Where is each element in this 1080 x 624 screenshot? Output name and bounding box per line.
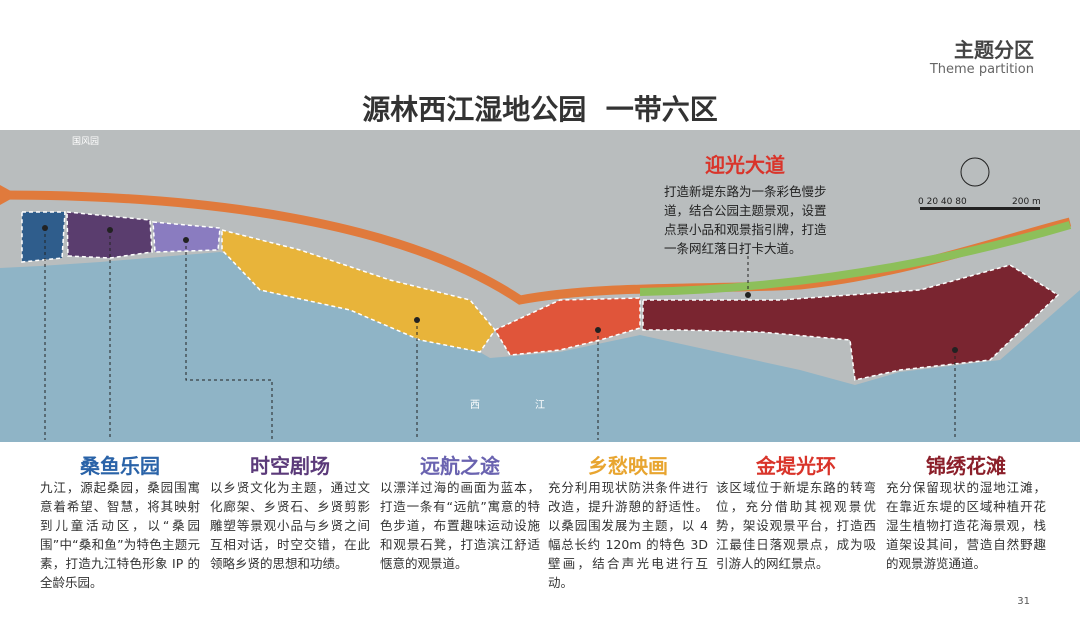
leader-lines bbox=[44, 228, 956, 440]
section-title: 主题分区 bbox=[954, 38, 1034, 62]
zone-description: 充分保留现状的湿地江滩，在靠近东堤的区域种植开花湿生植物打造花海景观，栈道架设其… bbox=[886, 480, 1046, 571]
compass bbox=[960, 157, 990, 187]
zone-description: 九江，源起桑园，桑园围寓意着希望、智慧，将其映射到儿童活动区，以“桑园围”中“桑… bbox=[40, 480, 200, 590]
zone-title: 金堤光环 bbox=[756, 454, 836, 478]
place-label: 国风园 bbox=[72, 136, 99, 147]
zone-title: 桑鱼乐园 bbox=[80, 454, 160, 478]
arrow bbox=[0, 185, 18, 205]
avenue-title: 迎光大道 bbox=[705, 153, 785, 177]
river-label: 西 bbox=[470, 400, 480, 411]
page-number: 31 bbox=[1017, 596, 1030, 607]
scale-end: 200 m bbox=[1012, 197, 1041, 207]
section-subtitle: Theme partition bbox=[929, 62, 1034, 77]
scale-bar bbox=[920, 207, 1040, 210]
zone-description: 该区域位于新堤东路的转弯位，充分借助其视观景优势，架设观景平台，打造西江最佳日落… bbox=[716, 480, 876, 571]
zone-title: 乡愁映画 bbox=[588, 454, 668, 478]
zone-title: 锦绣花滩 bbox=[926, 454, 1006, 478]
map: 国风园 西 江 0 20 40 80 200 m 迎光大道 bbox=[0, 130, 1080, 442]
river-label: 江 bbox=[535, 399, 545, 411]
scale-ticks: 0 20 40 80 bbox=[918, 197, 967, 207]
zone-description: 以乡贤文化为主题，通过文化廊架、乡贤石、乡贤剪影雕塑等景观小品与乡贤之间互相对话… bbox=[210, 480, 370, 571]
avenue-description: 打造新堤东路为一条彩色慢步道，结合公园主题景观，设置点景小品和观景指引牌，打造一… bbox=[664, 184, 827, 256]
zone-description: 以漂洋过海的画面为蓝本，打造一条有“远航”寓意的特色步道，布置趣味运动设施和观景… bbox=[380, 480, 540, 571]
zone-title: 远航之途 bbox=[420, 454, 500, 478]
page-title: 源林西江湿地公园 一带六区 bbox=[362, 93, 718, 126]
zone-description: 充分利用现状防洪条件进行改造，提升游憩的舒适性。以桑园围发展为主题，以 4 幅总… bbox=[548, 480, 708, 590]
zone-title: 时空剧场 bbox=[250, 454, 330, 478]
avenue-green bbox=[639, 221, 1072, 296]
